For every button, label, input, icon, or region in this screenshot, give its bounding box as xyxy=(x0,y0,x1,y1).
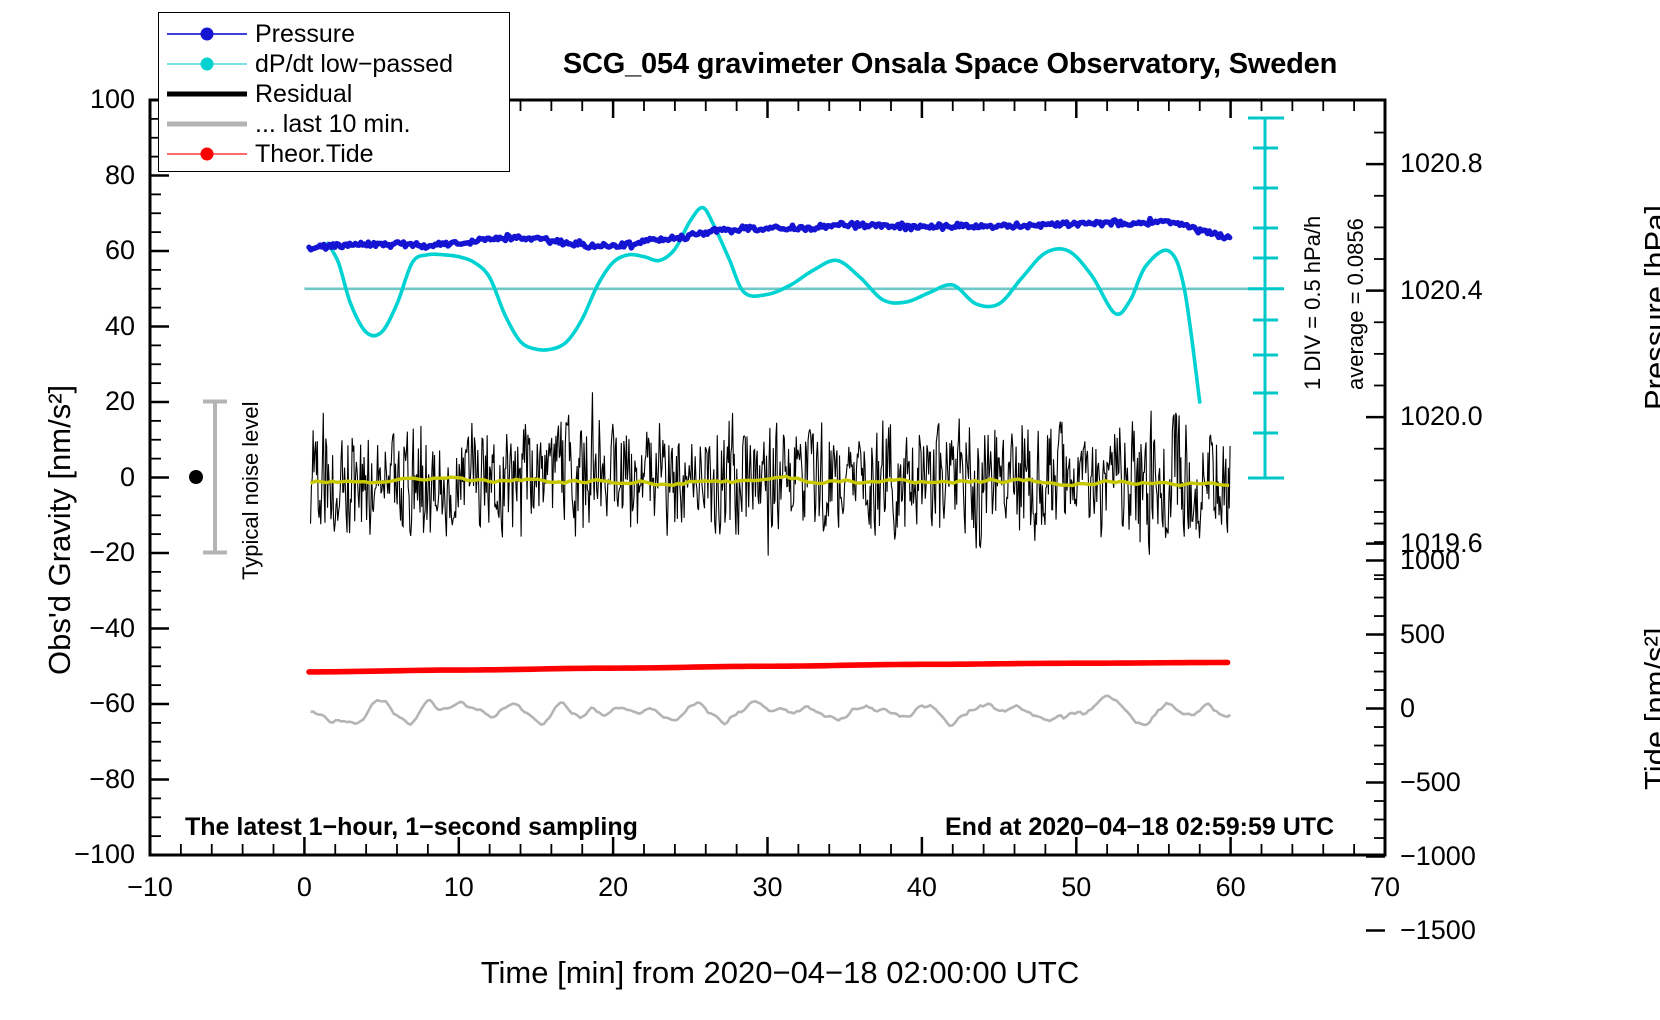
legend-swatch-theor-tide xyxy=(159,139,255,169)
legend-label-pressure: Pressure xyxy=(255,20,356,48)
typical-noise-level-label: Typical noise level xyxy=(238,401,263,580)
legend: Pressure dP/dt low−passed Residual ... l… xyxy=(158,12,510,172)
y-left-tick-label: −100 xyxy=(74,839,135,869)
legend-label-theor-tide: Theor.Tide xyxy=(255,140,374,168)
legend-item: Pressure xyxy=(159,19,509,49)
dpdt-scale-axis xyxy=(1248,116,1284,480)
legend-item: dP/dt low−passed xyxy=(159,49,509,79)
x-axis-tick-label: 20 xyxy=(598,872,629,902)
x-axis-major-ticks xyxy=(148,100,1387,855)
bottom-right-annotation: End at 2020−04−18 02:59:59 UTC xyxy=(945,813,1335,841)
legend-swatch-pressure xyxy=(159,19,255,49)
legend-item: Residual xyxy=(159,79,509,109)
series-dpdt-lowpassed xyxy=(325,205,1202,404)
y-left-major-ticks xyxy=(150,98,169,857)
series-pressure xyxy=(306,215,1233,253)
y-right-tide-tick-label: 0 xyxy=(1400,692,1416,723)
dpdt-average-label: average = 0.0856 xyxy=(1343,218,1368,390)
dpdt-div-label: 1 DIV = 0.5 hPa/h xyxy=(1300,215,1325,390)
y-right-pressure-axis-title: Pressure [hPa] xyxy=(1638,204,1660,410)
y-left-tick-label: −20 xyxy=(89,537,135,567)
legend-swatch-dpdt xyxy=(159,49,255,79)
y-right-major-ticks xyxy=(1366,162,1385,932)
y-left-tick-label: 40 xyxy=(104,310,135,341)
series-residual-smoothed xyxy=(309,474,1230,488)
y-right-tide-tick-label: −1500 xyxy=(1400,914,1476,945)
y-left-axis-title: Obs'd Gravity [nm/s²] xyxy=(42,384,77,675)
y-left-tick-label: 20 xyxy=(104,386,135,416)
x-axis-tick-label: 50 xyxy=(1061,872,1092,902)
y-left-tick-label: 0 xyxy=(119,461,135,492)
x-axis-tick-label: 10 xyxy=(443,872,474,902)
legend-item: ... last 10 min. xyxy=(159,109,509,139)
x-axis-tick-label: 40 xyxy=(906,872,937,902)
y-right-tide-tick-label: −500 xyxy=(1400,766,1461,797)
legend-label-residual: Residual xyxy=(255,80,353,108)
y-left-tick-label: 100 xyxy=(89,84,135,114)
y-right-tide-tick-label: 1000 xyxy=(1400,544,1461,575)
y-right-pressure-tick-label: 1020.0 xyxy=(1400,401,1483,432)
legend-swatch-residual xyxy=(159,79,255,109)
y-left-tick-label: −60 xyxy=(89,688,135,718)
x-axis-tick-label: 0 xyxy=(296,872,312,902)
series-theor-tide xyxy=(306,659,1231,675)
legend-swatch-last10 xyxy=(159,109,255,139)
legend-item: Theor.Tide xyxy=(159,139,509,169)
y-left-tick-label: −40 xyxy=(89,612,135,643)
legend-label-last10: ... last 10 min. xyxy=(255,110,411,138)
y-right-tide-tick-label: −1000 xyxy=(1400,840,1476,871)
x-axis-tick-label: 30 xyxy=(752,872,783,902)
x-axis-tick-label: −10 xyxy=(127,872,173,902)
y-left-tick-label: −80 xyxy=(89,763,135,794)
page-title: SCG_054 gravimeter Onsala Space Observat… xyxy=(562,48,1338,80)
series-residual xyxy=(310,392,1231,556)
y-left-tick-label: 80 xyxy=(104,159,135,190)
y-left-minor-ticks xyxy=(150,117,161,838)
y-right-pressure-tick-label: 1019.6 xyxy=(1400,527,1483,558)
y-right-pressure-tick-label: 1020.8 xyxy=(1400,148,1483,179)
y-right-tide-tick-label: 500 xyxy=(1400,618,1446,649)
y-right-minor-ticks xyxy=(1374,131,1385,839)
x-axis-tick-label: 60 xyxy=(1215,872,1246,902)
y-right-tide-axis-title: Tide [nm/s²] xyxy=(1638,627,1660,791)
series-last-10-min xyxy=(310,694,1232,728)
y-left-tick-label: 60 xyxy=(104,235,135,265)
legend-label-dpdt: dP/dt low−passed xyxy=(255,50,454,78)
x-axis-title: Time [min] from 2020−04−18 02:00:00 UTC xyxy=(480,955,1080,990)
x-axis-tick-label: 70 xyxy=(1369,872,1401,902)
bottom-left-annotation: The latest 1−hour, 1−second sampling xyxy=(185,813,638,841)
typical-noise-error-bar xyxy=(189,399,227,555)
y-right-pressure-tick-label: 1020.4 xyxy=(1400,274,1483,305)
